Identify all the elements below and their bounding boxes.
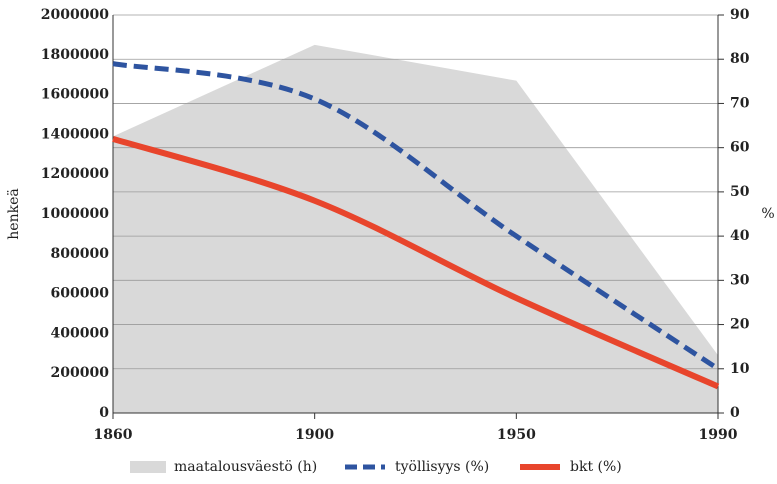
legend-swatch <box>130 461 166 473</box>
y-tick-label: 2000000 <box>41 7 109 23</box>
legend-label: työllisyys (%) <box>395 459 489 475</box>
y2-tick-label: 0 <box>730 405 740 421</box>
y-tick-label: 1800000 <box>41 47 109 63</box>
y2-tick-label: 20 <box>730 317 750 333</box>
y-tick-label: 1200000 <box>41 166 109 182</box>
area <box>113 44 718 413</box>
y-tick-label: 1400000 <box>41 126 109 142</box>
y-tick-label: 800000 <box>51 246 110 262</box>
y-tick-label: 1600000 <box>41 87 109 103</box>
y-tick-label: 1000000 <box>41 206 109 222</box>
y-axis-label: henkeä <box>6 188 22 239</box>
line <box>112 135 720 390</box>
y2-tick-label: 50 <box>730 184 750 200</box>
y2-axis-label: % <box>761 206 774 222</box>
y-tick-label: 600000 <box>51 286 110 302</box>
y-tick-label: 200000 <box>51 365 110 381</box>
x-tick-label: 1900 <box>295 427 334 443</box>
y-tick-label: 0 <box>99 405 109 421</box>
x-tick-label: 1950 <box>497 427 536 443</box>
legend-label: maatalousväestö (h) <box>174 459 317 475</box>
y2-tick-label: 90 <box>730 7 750 23</box>
y-tick-label: 400000 <box>51 325 110 341</box>
y2-tick-label: 70 <box>730 95 750 111</box>
y2-tick-label: 60 <box>730 140 750 156</box>
x-tick-label: 1990 <box>699 427 738 443</box>
y2-tick-label: 30 <box>730 272 750 288</box>
y2-tick-label: 80 <box>730 51 750 67</box>
legend-label: bkt (%) <box>570 459 622 475</box>
line <box>112 61 720 371</box>
x-tick-label: 1860 <box>94 427 133 443</box>
y2-tick-label: 10 <box>730 361 750 377</box>
y2-tick-label: 40 <box>730 228 750 244</box>
